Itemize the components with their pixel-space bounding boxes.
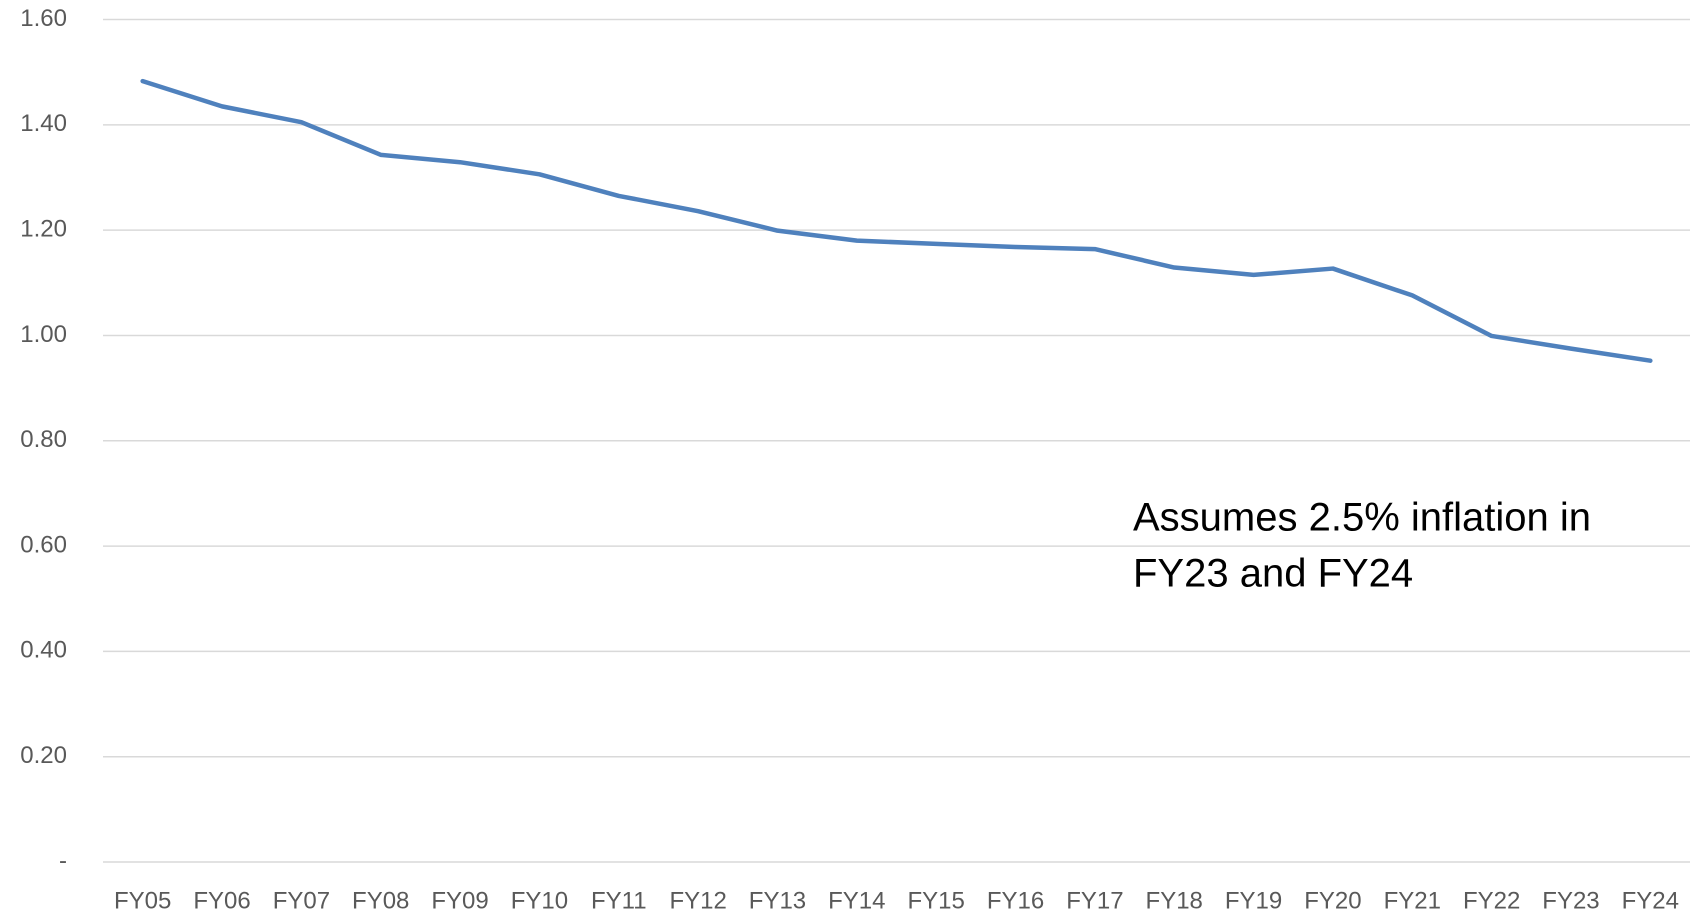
x-tick-label: FY16 (987, 887, 1044, 914)
x-tick-label: FY06 (193, 887, 250, 914)
x-tick-label: FY09 (431, 887, 488, 914)
annotation: Assumes 2.5% inflation in (1133, 496, 1591, 540)
x-tick-label: FY21 (1384, 887, 1441, 914)
y-tick-label: - (59, 847, 67, 874)
x-tick-label: FY12 (669, 887, 726, 914)
x-tick-label: FY05 (114, 887, 171, 914)
x-tick-label: FY14 (828, 887, 885, 914)
x-tick-label: FY10 (511, 887, 568, 914)
y-tick-label: 1.00 (20, 321, 67, 348)
x-tick-label: FY24 (1622, 887, 1679, 914)
x-tick-label: FY13 (749, 887, 806, 914)
y-tick-label: 1.40 (20, 110, 67, 137)
line (140, 78, 1653, 363)
y-tick-label: 0.60 (20, 531, 67, 558)
x-tick-label: FY07 (273, 887, 330, 914)
x-tick-label: FY15 (907, 887, 964, 914)
x-tick-label: FY23 (1542, 887, 1599, 914)
annotation: FY23 and FY24 (1133, 552, 1413, 596)
x-tick-label: FY20 (1304, 887, 1361, 914)
x-tick-label: FY08 (352, 887, 409, 914)
y-tick-label: 0.40 (20, 637, 67, 664)
y-tick-label: 0.20 (20, 742, 67, 769)
x-tick-label: FY22 (1463, 887, 1520, 914)
y-tick-label: 1.20 (20, 215, 67, 242)
y-tick-label: 1.60 (20, 5, 67, 32)
y-tick-label: 0.80 (20, 426, 67, 453)
x-tick-label: FY18 (1146, 887, 1203, 914)
x-tick-label: FY19 (1225, 887, 1282, 914)
x-tick-label: FY17 (1066, 887, 1123, 914)
x-tick-label: FY11 (591, 887, 647, 914)
